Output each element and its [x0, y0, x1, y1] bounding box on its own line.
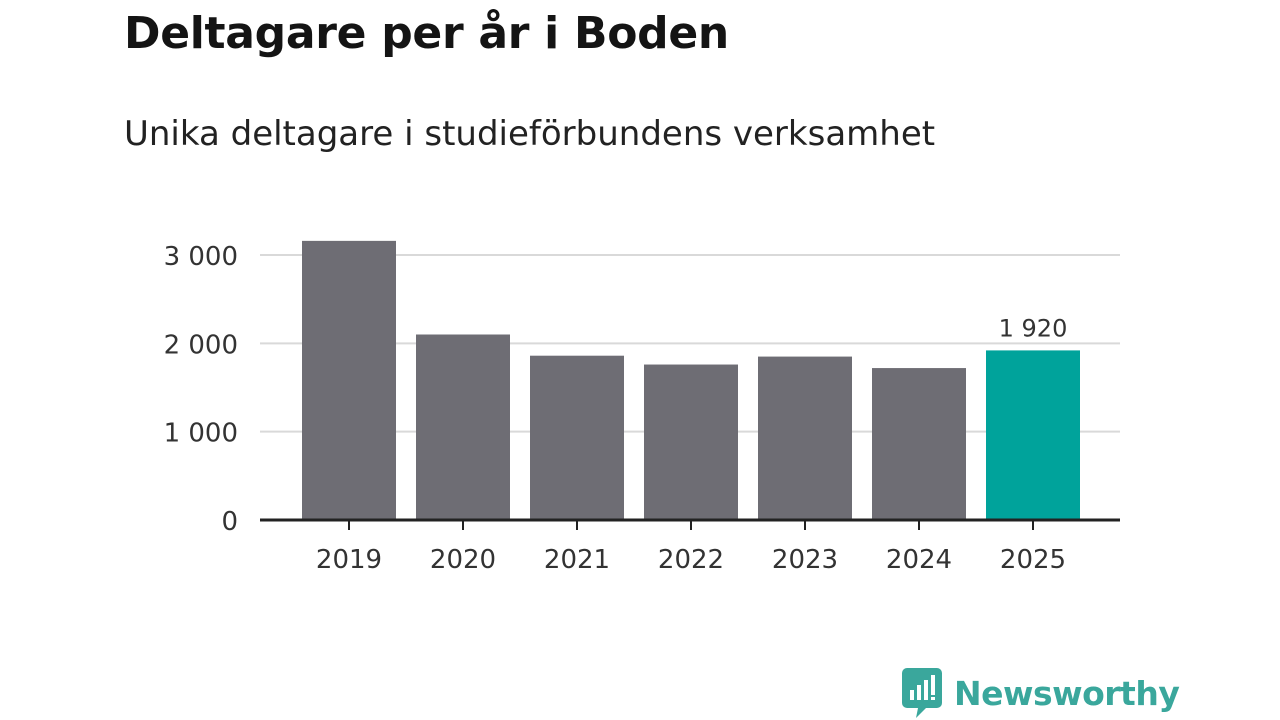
chart-title: Deltagare per år i Boden: [124, 8, 729, 59]
x-tick-label: 2023: [772, 545, 838, 575]
x-tick-label: 2024: [886, 545, 952, 575]
x-tick-label: 2021: [544, 545, 610, 575]
bar-2019: [302, 240, 396, 520]
x-tick-label: 2020: [430, 545, 496, 575]
brand-name: Newsworthy: [954, 673, 1180, 713]
y-tick-label: 0: [221, 507, 238, 537]
bar-2020: [416, 334, 510, 520]
newsworthy-logo-icon: [902, 668, 942, 718]
x-tick-label: 2019: [316, 545, 382, 575]
bar-2021: [530, 355, 624, 520]
bar-2022: [644, 364, 738, 520]
axes: [260, 518, 1120, 530]
y-tick-label: 1 000: [164, 419, 238, 449]
bar-2025: [986, 350, 1080, 520]
brand: Newsworthy: [902, 668, 1180, 718]
bar-2024: [872, 368, 966, 520]
data-label: 1 920: [999, 314, 1068, 342]
y-tick-label: 3 000: [164, 242, 238, 272]
y-tick-label: 2 000: [164, 330, 238, 360]
x-tick-label: 2025: [1000, 545, 1066, 575]
labels: 0 1 000 2 000 3 000 2019 2020 2021 2022 2023 2024…: [164, 242, 1068, 575]
chart-subtitle: Unika deltagare i studieförbundens verks…: [124, 114, 936, 154]
bars: [302, 240, 1080, 520]
bar-2023: [758, 356, 852, 520]
x-tick-label: 2022: [658, 545, 724, 575]
